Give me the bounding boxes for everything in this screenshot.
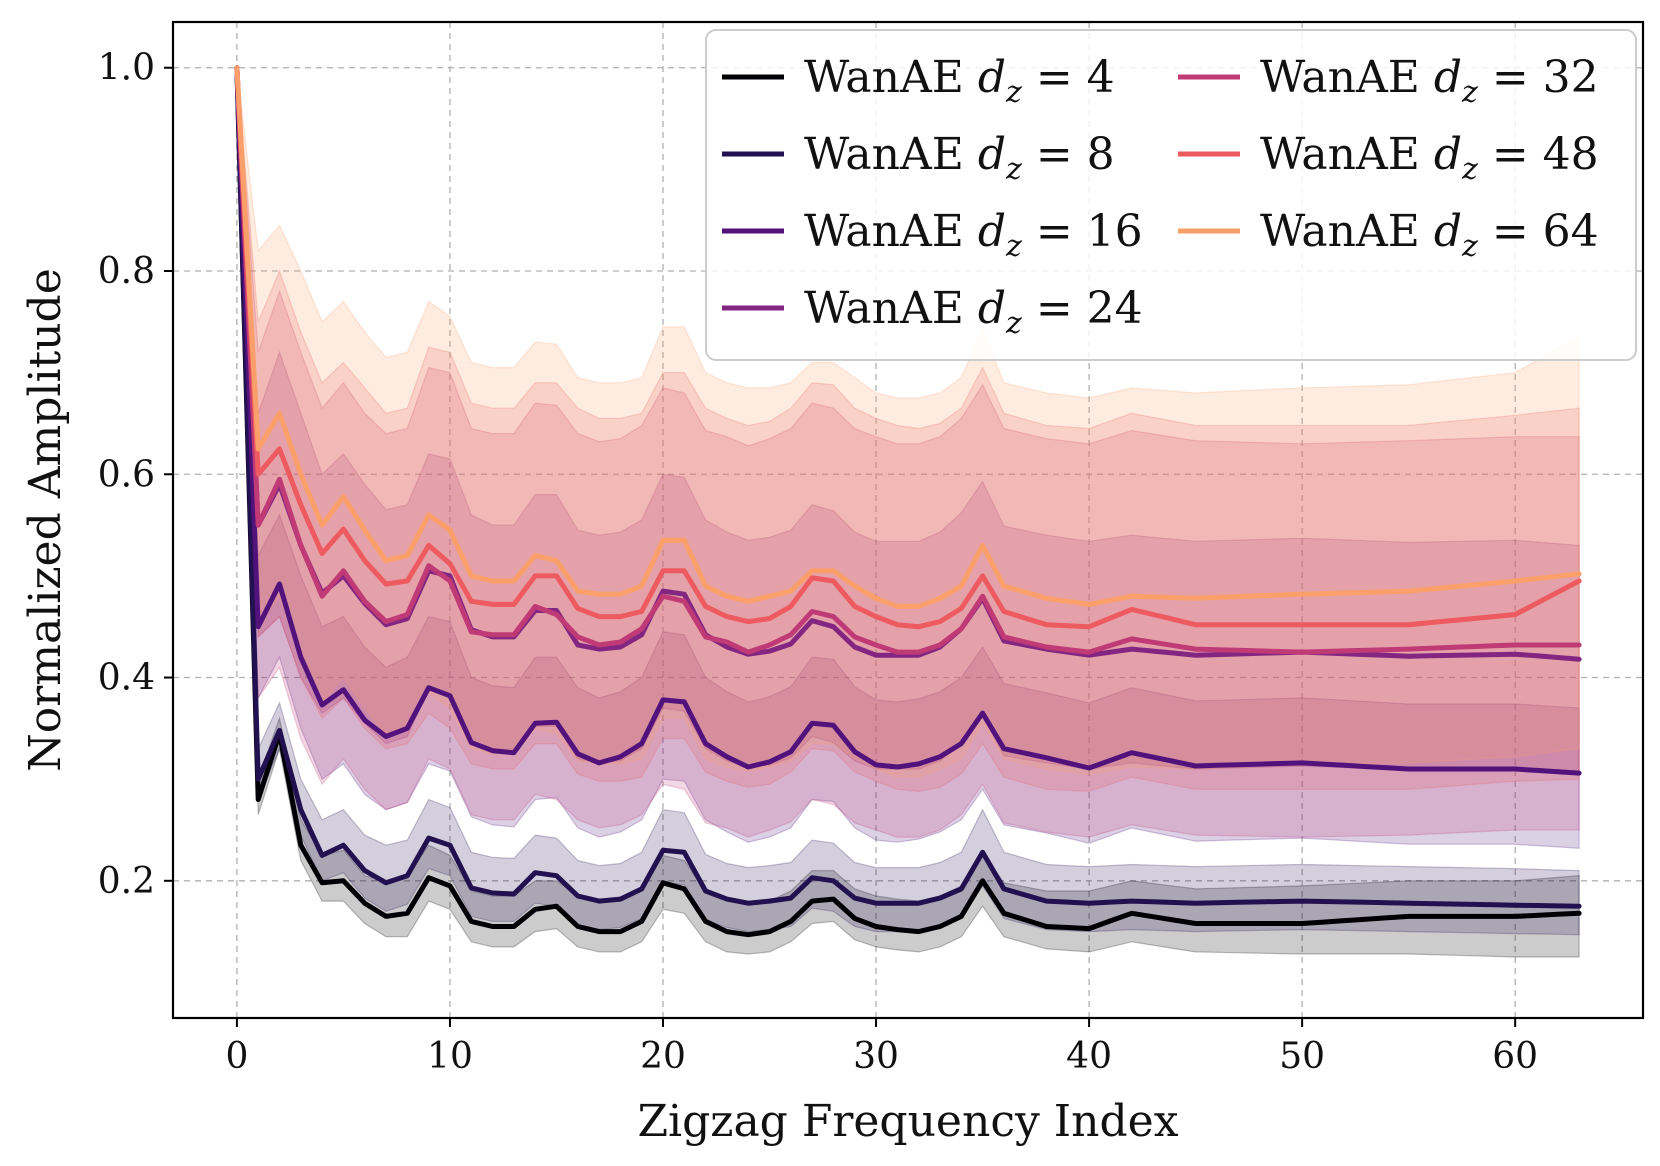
- y-tick-label-0: 0.2: [98, 861, 155, 902]
- plot-frame: [171, 20, 1645, 1020]
- legend-entry-5: WanAE dz = 48: [1260, 129, 1599, 187]
- legend-entry-3: WanAE dz = 24: [804, 283, 1143, 341]
- line-series-1: [234, 65, 1582, 909]
- x-tick-label-5: 50: [1279, 1036, 1325, 1077]
- x-tick-label-3: 30: [853, 1036, 899, 1077]
- y-tick-label-2: 0.6: [98, 454, 155, 495]
- band-series-4: [236, 67, 1580, 838]
- line-series-2: [234, 65, 1582, 776]
- line-series-6: [234, 65, 1582, 609]
- legend-entry-6: WanAE dz = 64: [1260, 206, 1599, 264]
- y-tick-label-4: 1.0: [98, 48, 155, 89]
- x-axis-ticks: 0 10 20 30 40 50 60: [225, 1018, 1538, 1077]
- legend: WanAE dz = 4 WanAE dz = 8 WanAE dz = 16 Wan…: [705, 29, 1637, 361]
- legend-entry-1: WanAE dz = 8: [804, 129, 1115, 187]
- line-series-5: [234, 65, 1582, 630]
- y-axis-label: Normalized Amplitude: [20, 268, 71, 772]
- x-tick-label-6: 60: [1492, 1036, 1538, 1077]
- x-axis-label: Zigzag Frequency Index: [637, 1096, 1178, 1147]
- legend-box: [705, 29, 1637, 361]
- x-tick-label-4: 40: [1066, 1036, 1112, 1077]
- band-series-0: [236, 67, 1580, 958]
- legend-entry-2: WanAE dz = 16: [804, 206, 1143, 264]
- y-tick-label-1: 0.4: [98, 658, 155, 699]
- band-series-5: [236, 67, 1580, 793]
- x-tick-label-0: 0: [225, 1036, 248, 1077]
- y-axis-ticks: 0.2 0.4 0.6 0.8 1.0: [98, 48, 173, 902]
- series-lines: [234, 65, 1582, 938]
- x-tick-label-2: 20: [640, 1036, 686, 1077]
- legend-entry-0: WanAE dz = 4: [804, 52, 1115, 110]
- line-series-4: [234, 65, 1582, 655]
- x-tick-label-1: 10: [427, 1036, 473, 1077]
- line-series-0: [234, 65, 1582, 938]
- legend-entry-4: WanAE dz = 32: [1260, 52, 1599, 110]
- y-tick-label-3: 0.8: [98, 251, 155, 292]
